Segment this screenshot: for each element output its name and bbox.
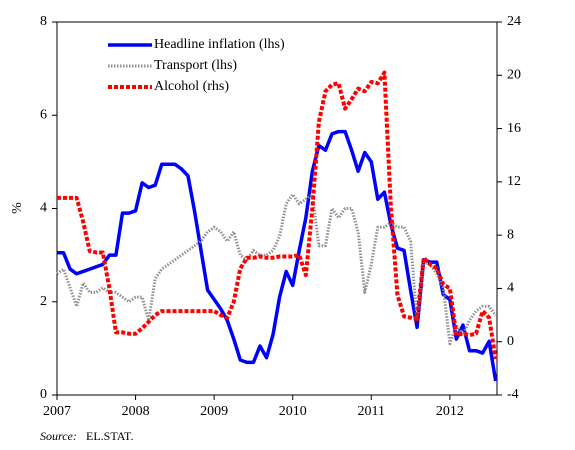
x-tick-label: 2008	[122, 404, 150, 419]
y-tick-label: 6	[40, 107, 47, 122]
x-tick-label: 2012	[436, 404, 464, 419]
y2-tick-label: 4	[507, 281, 514, 296]
y-tick-label: 2	[40, 294, 47, 309]
y-tick-label: 4	[40, 201, 47, 216]
y2-tick-label: 20	[507, 68, 521, 83]
series-line	[56, 193, 497, 346]
source: EL.STAT.	[86, 429, 133, 443]
source-label: Source:	[40, 429, 77, 443]
x-tick-label: 2010	[279, 404, 307, 419]
y2-tick-label: 24	[507, 14, 521, 29]
legend-label: Headline inflation (lhs)	[154, 37, 285, 52]
y-tick-label: 8	[40, 14, 47, 29]
x-tick-label: 2011	[358, 404, 385, 419]
y2-tick-label: 0	[507, 334, 514, 349]
y2-tick-label: 8	[507, 227, 514, 242]
legend-label: Transport (lhs)	[154, 58, 237, 73]
y-tick-label: 0	[40, 387, 47, 402]
series-line	[57, 70, 498, 360]
plot-frame	[56, 21, 498, 396]
y-axis-label: %	[10, 202, 25, 214]
y2-tick-label: 16	[507, 121, 521, 136]
x-tick-label: 2009	[200, 404, 228, 419]
legend-label: Alcohol (rhs)	[154, 79, 229, 94]
y2-tick-label: 12	[507, 174, 521, 189]
x-tick-label: 2007	[43, 404, 71, 419]
y2-tick-label: -4	[507, 387, 519, 402]
